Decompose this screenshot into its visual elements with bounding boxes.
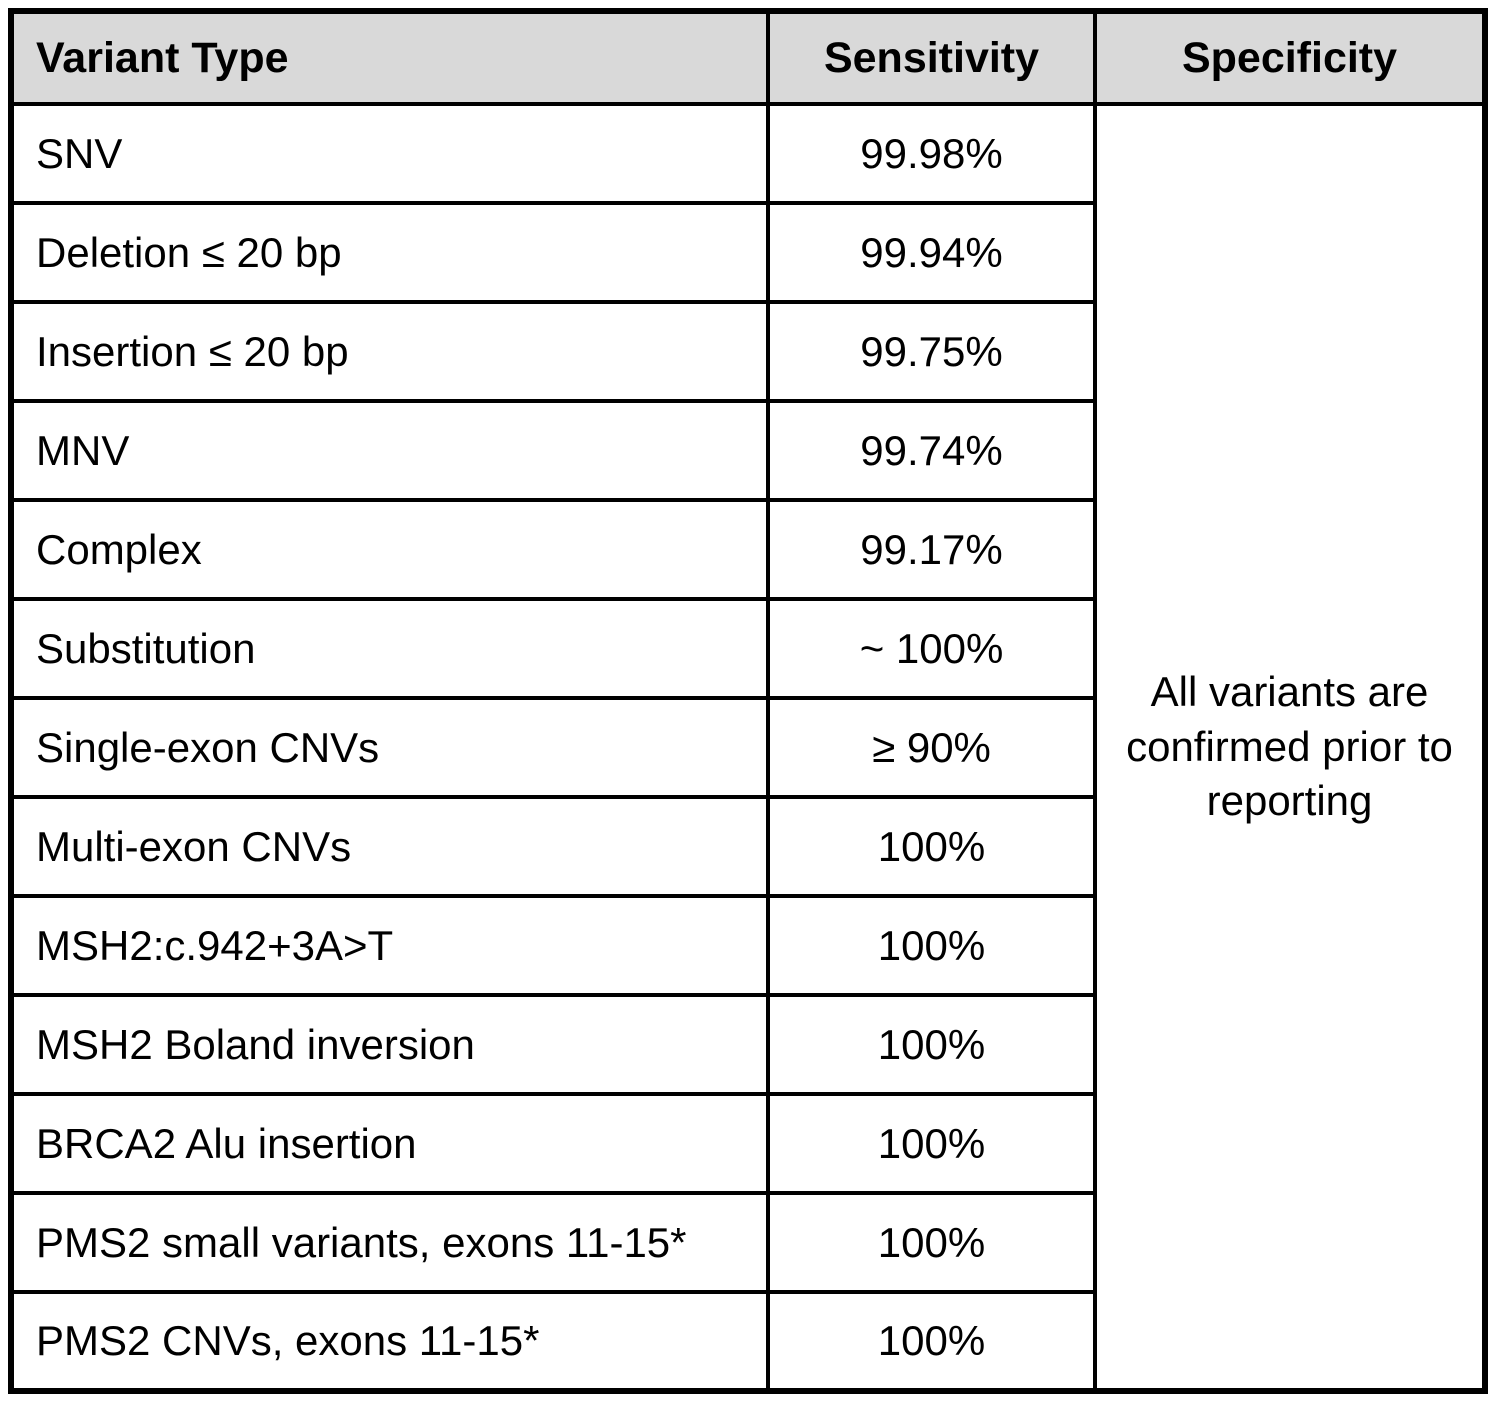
sensitivity-cell: ≥ 90% — [766, 696, 1097, 799]
sensitivity-cell: 100% — [766, 1092, 1097, 1195]
variant-type-cell: MSH2 Boland inversion — [9, 993, 770, 1096]
sensitivity-cell: 99.74% — [766, 399, 1097, 502]
variant-type-cell: MSH2:c.942+3A>T — [9, 894, 770, 997]
table-row-deletion: Deletion ≤ 20 bp 99.94% — [9, 201, 1485, 304]
variant-type-cell: Deletion ≤ 20 bp — [9, 201, 770, 304]
table-row-msh2-boland: MSH2 Boland inversion 100% — [9, 993, 1485, 1096]
sensitivity-cell: 100% — [766, 1191, 1097, 1294]
variant-validation-table: Variant Type Sensitivity Specificity SNV… — [8, 8, 1488, 1394]
header-specificity: Specificity — [1093, 9, 1487, 106]
table-row-snv: SNV 99.98% All variants are confirmed pr… — [9, 102, 1487, 1393]
table-row-insertion: Insertion ≤ 20 bp 99.75% — [9, 300, 1485, 403]
sensitivity-cell: 100% — [766, 894, 1097, 997]
variant-type-cell: Complex — [9, 498, 770, 601]
variant-type-cell: SNV — [9, 102, 770, 205]
table-row-multi-exon-cnvs: Multi-exon CNVs 100% — [9, 795, 1485, 898]
variant-type-cell: PMS2 small variants, exons 11-15* — [9, 1191, 770, 1294]
sensitivity-cell: 99.17% — [766, 498, 1097, 601]
table-row-substitution: Substitution ~ 100% — [9, 597, 1485, 700]
table-row-single-exon-cnvs: Single-exon CNVs ≥ 90% — [9, 696, 1485, 799]
sensitivity-cell: 99.98% — [766, 102, 1097, 205]
specificity-note-cell: All variants are confirmed prior to repo… — [1093, 102, 1487, 1393]
table-row-msh2-c942: MSH2:c.942+3A>T 100% — [9, 894, 1485, 997]
table-row-pms2-cnvs: PMS2 CNVs, exons 11-15* 100% — [9, 1290, 1485, 1393]
sensitivity-cell: 100% — [766, 1290, 1097, 1393]
table-row-pms2-small-variants: PMS2 small variants, exons 11-15* 100% — [9, 1191, 1485, 1294]
header-variant-type: Variant Type — [9, 9, 770, 106]
sensitivity-cell: ~ 100% — [766, 597, 1097, 700]
sensitivity-cell: 100% — [766, 795, 1097, 898]
table-row-complex: Complex 99.17% — [9, 498, 1485, 601]
variant-type-cell: Substitution — [9, 597, 770, 700]
header-sensitivity: Sensitivity — [766, 9, 1097, 106]
variant-type-cell: Single-exon CNVs — [9, 696, 770, 799]
header-row: Variant Type Sensitivity Specificity — [9, 9, 1487, 106]
variant-type-cell: Multi-exon CNVs — [9, 795, 770, 898]
variant-type-cell: Insertion ≤ 20 bp — [9, 300, 770, 403]
table-row-brca2-alu: BRCA2 Alu insertion 100% — [9, 1092, 1485, 1195]
variant-type-cell: MNV — [9, 399, 770, 502]
sensitivity-cell: 99.94% — [766, 201, 1097, 304]
sensitivity-cell: 100% — [766, 993, 1097, 1096]
table-row-mnv: MNV 99.74% — [9, 399, 1485, 502]
sensitivity-cell: 99.75% — [766, 300, 1097, 403]
variant-type-cell: PMS2 CNVs, exons 11-15* — [9, 1290, 770, 1393]
variant-type-cell: BRCA2 Alu insertion — [9, 1092, 770, 1195]
